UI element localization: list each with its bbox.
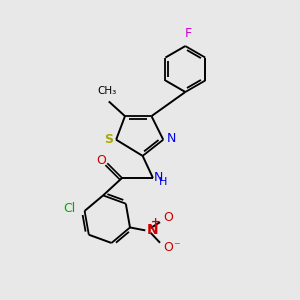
Text: O: O: [163, 241, 173, 254]
Text: S: S: [104, 133, 113, 146]
Text: +: +: [151, 217, 160, 227]
Text: O: O: [163, 211, 173, 224]
Text: ⁻: ⁻: [173, 241, 180, 254]
Text: O: O: [96, 154, 106, 167]
Text: CH₃: CH₃: [98, 86, 117, 96]
Text: N: N: [147, 223, 158, 237]
Text: H: H: [159, 176, 167, 187]
Text: N: N: [167, 132, 176, 145]
Text: N: N: [154, 171, 163, 184]
Text: Cl: Cl: [64, 202, 76, 215]
Text: F: F: [185, 27, 192, 40]
